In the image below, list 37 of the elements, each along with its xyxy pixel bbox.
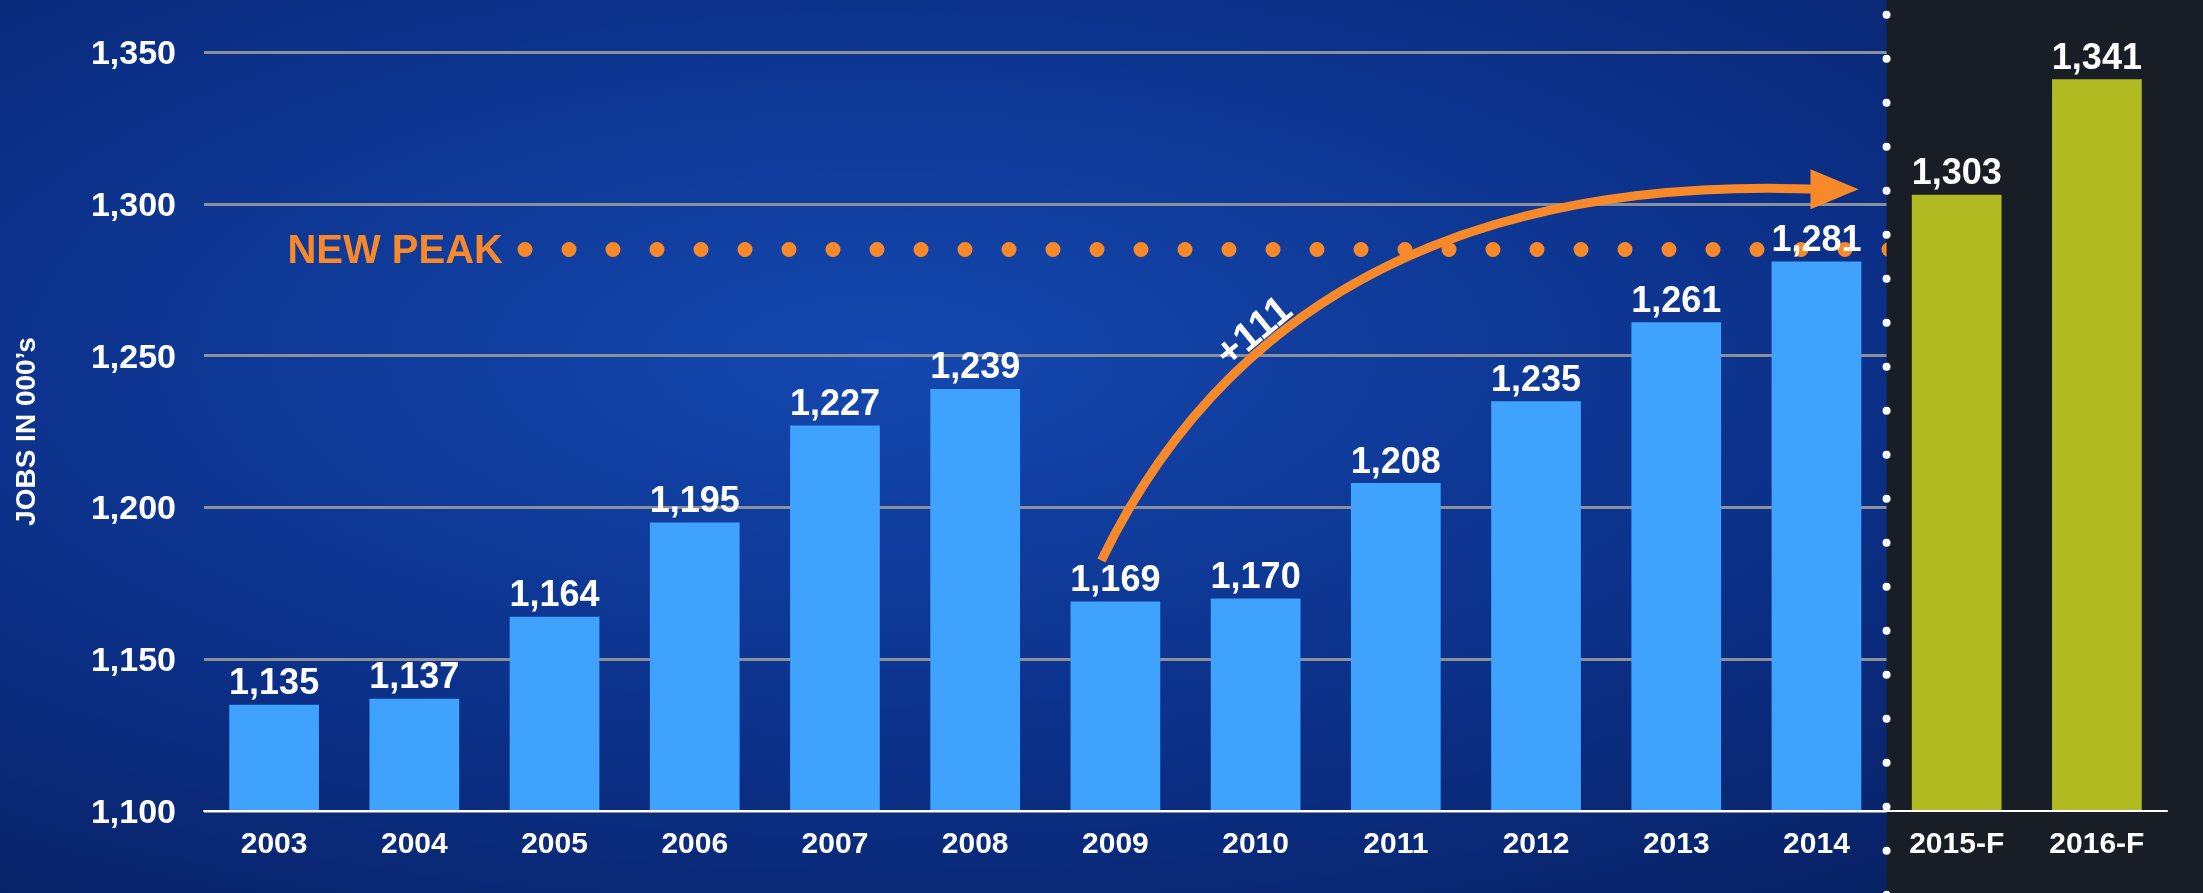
- x-tick-label: 2007: [801, 825, 869, 859]
- y-axis-title: JOBS IN 000’s: [9, 337, 41, 526]
- x-tick-label: 2011: [1363, 825, 1429, 859]
- x-tick-label: 2009: [1082, 825, 1149, 859]
- x-tick-label: 2016-F: [2049, 825, 2145, 859]
- data-label: 1,137: [369, 655, 460, 697]
- x-tick-label: 2004: [380, 825, 448, 859]
- y-tick-label: 1,300: [90, 184, 176, 223]
- y-tick-label: 1,150: [90, 640, 176, 679]
- data-label: 1,235: [1490, 357, 1582, 399]
- x-tick-label: 2013: [1642, 825, 1710, 859]
- data-label: 1,281: [1771, 217, 1862, 259]
- x-tick-label: 2003: [240, 825, 308, 859]
- data-label: 1,169: [1070, 558, 1161, 600]
- annotation: +111: [1205, 286, 1300, 375]
- x-tick-label: 2010: [1222, 825, 1289, 859]
- ref-line-label: NEW PEAK: [287, 227, 504, 272]
- data-label: 1,239: [930, 345, 1021, 387]
- data-label: 1,195: [649, 479, 740, 521]
- x-tick-label: 2006: [661, 825, 729, 859]
- data-label: 1,170: [1210, 554, 1301, 596]
- data-label: 1,208: [1350, 439, 1441, 481]
- y-tick-label: 1,350: [90, 33, 176, 71]
- data-label: 1,303: [1911, 151, 2002, 193]
- x-tick-label: 2014: [1783, 825, 1851, 859]
- x-tick-label: 2015-F: [1909, 825, 2005, 859]
- y-tick-label: 1,200: [90, 488, 176, 527]
- data-label: 1,341: [2051, 35, 2142, 77]
- x-tick-label: 2012: [1502, 825, 1570, 859]
- data-label: 1,164: [509, 573, 600, 615]
- data-label: 1,135: [229, 661, 320, 703]
- y-tick-label: 1,250: [90, 336, 176, 375]
- x-tick-label: 2005: [521, 825, 588, 859]
- y-tick-label: 1,100: [90, 792, 176, 830]
- x-tick-label: 2008: [941, 825, 1009, 859]
- data-label: 1,227: [789, 381, 881, 423]
- data-label: 1,261: [1631, 278, 1722, 320]
